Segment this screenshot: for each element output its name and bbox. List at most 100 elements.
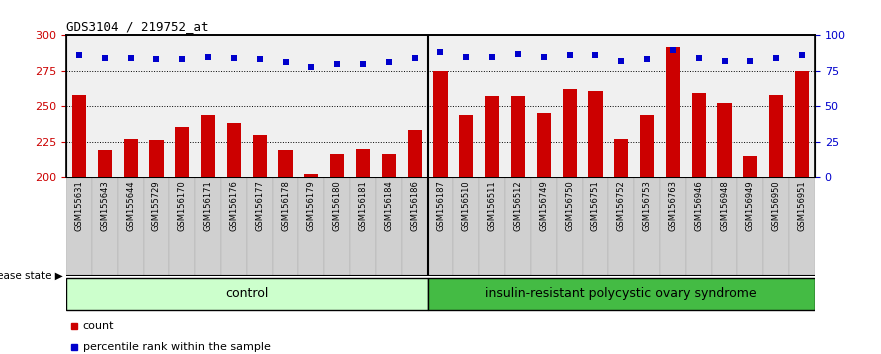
Bar	[92, 177, 118, 276]
Point	[537, 54, 551, 59]
Text: GSM156181: GSM156181	[359, 180, 367, 231]
Bar	[381, 154, 396, 177]
Bar	[614, 139, 628, 177]
Text: GSM155644: GSM155644	[126, 180, 135, 230]
Bar	[356, 149, 370, 177]
Point	[666, 47, 680, 52]
Bar	[712, 177, 737, 276]
Bar	[685, 177, 712, 276]
Point	[614, 58, 628, 64]
Point	[717, 58, 731, 64]
Bar	[402, 177, 427, 276]
Text: GSM156180: GSM156180	[333, 180, 342, 231]
Point	[381, 59, 396, 65]
Text: GSM156179: GSM156179	[307, 180, 316, 231]
Bar	[640, 115, 655, 177]
Bar	[769, 95, 783, 177]
Bar	[196, 177, 221, 276]
Bar	[666, 47, 680, 177]
Point	[201, 54, 215, 59]
Bar	[433, 71, 448, 177]
Point	[356, 61, 370, 67]
Bar	[175, 127, 189, 177]
Text: GSM156951: GSM156951	[797, 180, 806, 230]
Text: GSM155643: GSM155643	[100, 180, 109, 231]
Bar	[324, 177, 350, 276]
Text: GSM156763: GSM156763	[669, 180, 677, 231]
Bar	[660, 177, 685, 276]
Bar	[123, 139, 137, 177]
Text: GSM155631: GSM155631	[75, 180, 84, 231]
Text: GSM156187: GSM156187	[436, 180, 445, 231]
Bar	[72, 95, 86, 177]
Bar	[582, 177, 609, 276]
Bar	[150, 140, 164, 177]
Text: GSM156186: GSM156186	[411, 180, 419, 231]
Text: GSM156176: GSM156176	[229, 180, 239, 231]
Bar	[717, 103, 731, 177]
Text: GSM156948: GSM156948	[720, 180, 729, 231]
Bar	[408, 130, 422, 177]
Text: percentile rank within the sample: percentile rank within the sample	[83, 342, 270, 352]
Point	[408, 55, 422, 61]
Bar	[531, 177, 557, 276]
Bar	[454, 177, 479, 276]
Point	[485, 54, 500, 59]
Text: GSM156752: GSM156752	[617, 180, 626, 231]
Bar	[98, 150, 112, 177]
Point	[253, 57, 267, 62]
Point	[150, 57, 164, 62]
Text: GSM156511: GSM156511	[488, 180, 497, 230]
Bar	[505, 177, 531, 276]
Point	[278, 59, 292, 65]
Bar	[789, 177, 815, 276]
Bar	[201, 115, 215, 177]
Text: GSM156510: GSM156510	[462, 180, 470, 230]
Bar	[511, 96, 525, 177]
Bar	[221, 177, 247, 276]
Text: GSM156946: GSM156946	[694, 180, 703, 231]
Point	[692, 55, 706, 61]
Bar	[350, 177, 376, 276]
Bar	[795, 71, 809, 177]
Point	[795, 52, 809, 58]
Bar	[763, 177, 789, 276]
Point	[98, 55, 112, 61]
Bar	[692, 93, 706, 177]
Bar	[427, 177, 454, 276]
Bar	[609, 177, 634, 276]
Bar	[744, 156, 758, 177]
Text: GSM156170: GSM156170	[178, 180, 187, 231]
Bar	[330, 154, 344, 177]
Text: GDS3104 / 219752_at: GDS3104 / 219752_at	[66, 20, 209, 33]
Bar	[737, 177, 763, 276]
Bar	[479, 177, 505, 276]
Point	[744, 58, 758, 64]
Point	[123, 55, 137, 61]
Bar	[304, 174, 319, 177]
Bar	[66, 278, 427, 310]
Bar	[557, 177, 582, 276]
Text: control: control	[226, 287, 269, 300]
Text: GSM156171: GSM156171	[204, 180, 212, 231]
Text: disease state ▶: disease state ▶	[0, 271, 63, 281]
Text: GSM156178: GSM156178	[281, 180, 290, 231]
Text: GSM156750: GSM156750	[565, 180, 574, 231]
Point	[433, 50, 448, 55]
Bar	[169, 177, 196, 276]
Bar	[278, 150, 292, 177]
Text: GSM156751: GSM156751	[591, 180, 600, 231]
Bar	[427, 278, 815, 310]
Bar	[634, 177, 660, 276]
Text: GSM156949: GSM156949	[746, 180, 755, 230]
Text: GSM156512: GSM156512	[514, 180, 522, 230]
Bar	[485, 96, 500, 177]
Point	[769, 55, 783, 61]
Point	[72, 52, 86, 58]
Text: GSM155729: GSM155729	[152, 180, 161, 230]
Bar	[562, 89, 577, 177]
Bar	[247, 177, 272, 276]
Bar	[299, 177, 324, 276]
Point	[227, 55, 241, 61]
Bar	[253, 135, 267, 177]
